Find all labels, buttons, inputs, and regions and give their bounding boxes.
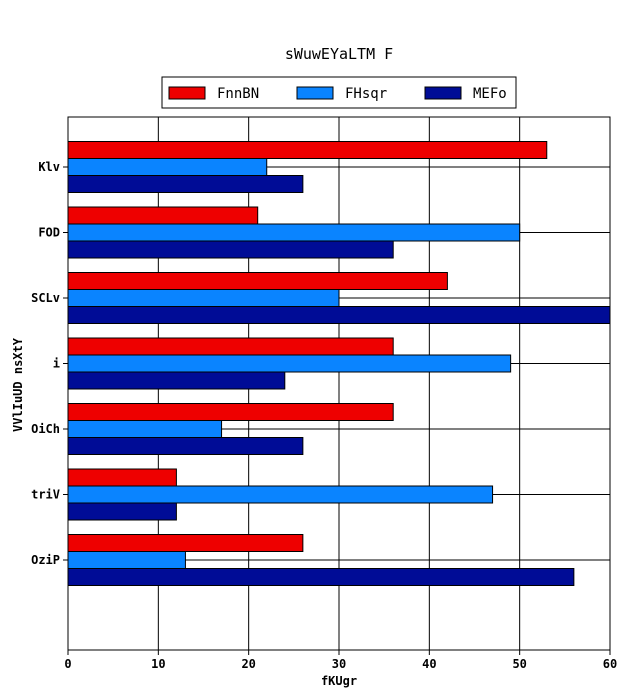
legend-box [161, 76, 517, 109]
bar-FHsqr-Klv [67, 158, 268, 176]
legend-label-FHsqr: FHsqr [345, 86, 387, 102]
bar-FnnBN-OiCh [67, 403, 394, 421]
y-tick-label: SCLv [31, 291, 60, 305]
bar-FHsqr-OziP [67, 551, 186, 569]
bar-FnnBN-OziP [67, 534, 304, 552]
plot-area: 0 10 20 30 40 50 60 Klv FOD SCLv i OiCh triV OziP [31, 116, 617, 671]
chart-title: sWuwEYaLTM F [285, 45, 393, 63]
legend-swatch-FHsqr [296, 86, 334, 100]
y-tick-label: Klv [38, 160, 60, 174]
bar-FnnBN-SCLv [67, 272, 448, 290]
x-tick-label: 30 [332, 657, 346, 671]
bar-MEFo-SCLv [67, 306, 611, 324]
bar-MEFo-OiCh [67, 437, 304, 455]
plot-frame [67, 116, 611, 651]
bar-FnnBN-i [67, 337, 394, 356]
legend-swatch-MEFo [424, 86, 462, 100]
bar-FnnBN-triV [67, 468, 177, 487]
x-tick-label: 0 [64, 657, 71, 671]
legend-label-FnnBN: FnnBN [217, 86, 259, 102]
x-tick-label: 10 [151, 657, 165, 671]
legend-swatch-FnnBN [168, 86, 206, 100]
bar-FHsqr-triV [67, 485, 494, 504]
y-tick-label: OziP [31, 553, 60, 567]
bar-FHsqr-FOD [67, 223, 521, 242]
bar-FHsqr-SCLv [67, 289, 340, 307]
y-tick-label: FOD [38, 226, 60, 240]
legend: FnnBN FHsqr MEFo [161, 76, 517, 109]
x-tick-label: 60 [603, 657, 617, 671]
legend-label-MEFo: MEFo [473, 86, 507, 102]
y-axis-label: VVlIuUD nsXtY [11, 337, 25, 432]
x-axis-label: fKUgr [321, 674, 357, 688]
bar-MEFo-Klv [67, 175, 304, 193]
bar-MEFo-FOD [67, 240, 394, 259]
bar-FnnBN-FOD [67, 206, 259, 225]
y-tick-label: i [53, 357, 60, 371]
y-tick-label: OiCh [31, 422, 60, 436]
bar-FHsqr-i [67, 354, 512, 373]
y-tick-label: triV [31, 488, 60, 502]
x-tick-label: 40 [422, 657, 436, 671]
bar-FHsqr-OiCh [67, 420, 223, 438]
x-tick-label: 20 [241, 657, 255, 671]
bar-MEFo-OziP [67, 568, 575, 586]
bar-MEFo-i [67, 371, 286, 390]
bar-FnnBN-Klv [67, 141, 548, 159]
x-tick-label: 50 [512, 657, 526, 671]
bar-MEFo-triV [67, 502, 177, 521]
